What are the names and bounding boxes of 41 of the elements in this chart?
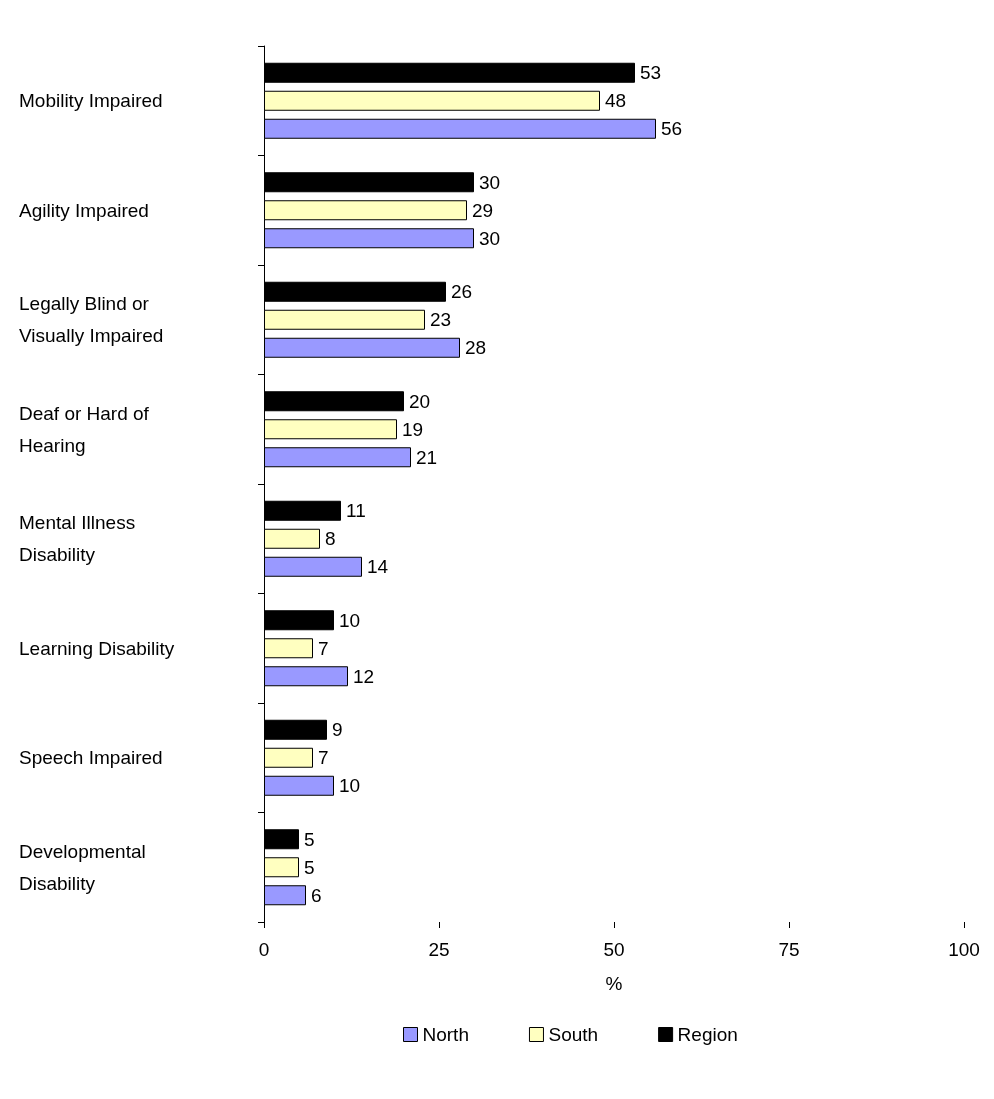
data-label: 14 bbox=[367, 556, 389, 578]
y-tick-label: Deaf or Hard of Hearing bbox=[19, 402, 150, 456]
y-tick-label: Legally Blind or Visually Impaired bbox=[19, 293, 164, 347]
x-tick-label: 75 bbox=[778, 939, 800, 960]
data-label: 56 bbox=[661, 118, 683, 140]
data-label: 9 bbox=[332, 719, 343, 741]
x-tick-label: 25 bbox=[428, 939, 450, 960]
data-label: 5 bbox=[304, 828, 315, 850]
y-tick-label: Developmental Disability bbox=[19, 840, 146, 894]
data-label: 29 bbox=[472, 199, 494, 221]
legend-label: North bbox=[422, 1024, 469, 1045]
legend-label: Region bbox=[677, 1024, 738, 1045]
x-tick-label: 0 bbox=[258, 939, 270, 960]
data-label: 7 bbox=[318, 747, 329, 769]
data-label: 21 bbox=[416, 446, 438, 468]
x-tick-label: 50 bbox=[603, 939, 625, 960]
y-tick-label: Learning Disability bbox=[19, 637, 175, 659]
data-label: 6 bbox=[311, 884, 322, 906]
y-tick-label: Mental Illness Disability bbox=[19, 512, 136, 566]
data-label: 12 bbox=[353, 665, 375, 687]
data-label: 48 bbox=[605, 90, 627, 112]
data-label: 30 bbox=[479, 171, 501, 193]
y-tick-label: Mobility Impaired bbox=[19, 90, 163, 112]
data-label: 30 bbox=[479, 227, 501, 249]
data-label: 20 bbox=[409, 390, 431, 412]
data-label: 28 bbox=[465, 337, 487, 359]
legend-label: South bbox=[548, 1024, 599, 1045]
data-label: 11 bbox=[346, 500, 366, 522]
data-label: 7 bbox=[318, 637, 329, 659]
data-label: 10 bbox=[339, 775, 361, 797]
data-label: 19 bbox=[402, 418, 424, 440]
data-label: 23 bbox=[430, 309, 452, 331]
x-axis-title: % bbox=[605, 973, 623, 994]
data-label: 26 bbox=[451, 281, 473, 303]
y-tick-label: Speech Impaired bbox=[19, 747, 163, 769]
data-label: 53 bbox=[640, 62, 662, 84]
x-tick-label: 100 bbox=[948, 939, 980, 960]
data-label: 10 bbox=[339, 609, 361, 631]
data-label: 5 bbox=[304, 856, 315, 878]
data-label: 8 bbox=[325, 528, 336, 550]
y-tick-label: Agility Impaired bbox=[19, 199, 149, 221]
